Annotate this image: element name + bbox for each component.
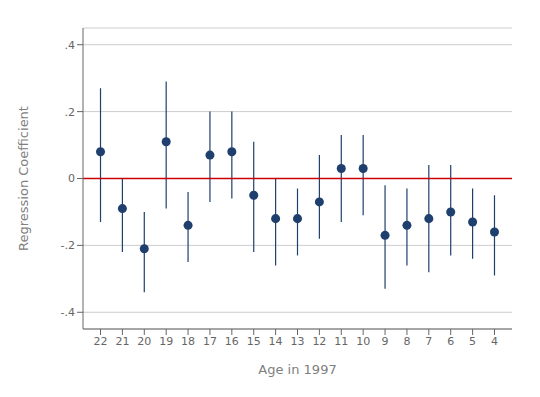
svg-text:.2: .2: [65, 106, 76, 119]
svg-text:-.2: -.2: [61, 239, 75, 252]
svg-text:13: 13: [291, 335, 305, 348]
svg-text:10: 10: [356, 335, 370, 348]
svg-text:21: 21: [115, 335, 129, 348]
svg-text:17: 17: [203, 335, 217, 348]
svg-text:7: 7: [425, 335, 432, 348]
svg-text:18: 18: [181, 335, 195, 348]
svg-text:16: 16: [225, 335, 239, 348]
svg-text:.4: .4: [65, 39, 76, 52]
svg-text:6: 6: [447, 335, 454, 348]
svg-text:9: 9: [382, 335, 389, 348]
svg-text:12: 12: [312, 335, 326, 348]
svg-text:Regression Coefficient: Regression Coefficient: [16, 106, 31, 251]
svg-text:4: 4: [491, 335, 498, 348]
svg-text:-.4: -.4: [61, 306, 75, 319]
svg-text:19: 19: [159, 335, 173, 348]
svg-text:14: 14: [269, 335, 283, 348]
svg-text:8: 8: [403, 335, 410, 348]
svg-text:0: 0: [68, 172, 75, 185]
svg-text:15: 15: [247, 335, 261, 348]
svg-text:20: 20: [137, 335, 151, 348]
svg-text:Age in 1997: Age in 1997: [258, 362, 336, 377]
svg-text:5: 5: [469, 335, 476, 348]
svg-text:11: 11: [334, 335, 348, 348]
svg-text:22: 22: [94, 335, 108, 348]
